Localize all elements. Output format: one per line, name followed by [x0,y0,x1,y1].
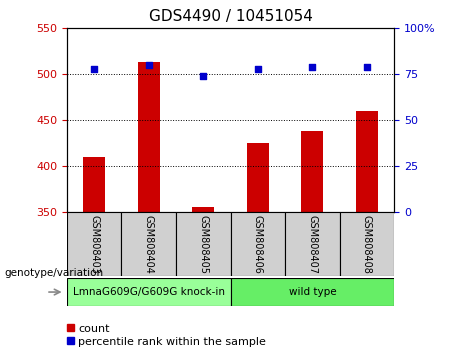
Text: GSM808405: GSM808405 [198,215,208,274]
Bar [356,111,378,212]
Point [363,64,371,70]
Text: GSM808403: GSM808403 [89,215,99,274]
Bar [83,157,105,212]
Bar [67,337,74,344]
Bar [301,131,323,212]
Text: LmnaG609G/G609G knock-in: LmnaG609G/G609G knock-in [73,287,225,297]
Text: GSM808408: GSM808408 [362,215,372,274]
Text: GSM808406: GSM808406 [253,215,263,274]
Point [309,64,316,70]
Bar [67,212,121,276]
Bar [340,212,394,276]
Bar [285,212,340,276]
Title: GDS4490 / 10451054: GDS4490 / 10451054 [148,9,313,24]
Bar [121,212,176,276]
Bar [67,278,230,306]
Bar [247,143,269,212]
Bar [192,207,214,212]
Text: wild type: wild type [289,287,336,297]
Bar [230,212,285,276]
Point [90,66,98,72]
Text: GSM808407: GSM808407 [307,215,317,274]
Text: GSM808404: GSM808404 [144,215,154,274]
Point [145,62,152,68]
Point [254,66,261,72]
Bar [67,324,74,331]
Bar [138,62,160,212]
Point [200,73,207,79]
Bar [230,278,394,306]
Bar [176,212,230,276]
Text: genotype/variation: genotype/variation [5,268,104,278]
Text: percentile rank within the sample: percentile rank within the sample [78,337,266,347]
Text: count: count [78,324,110,333]
